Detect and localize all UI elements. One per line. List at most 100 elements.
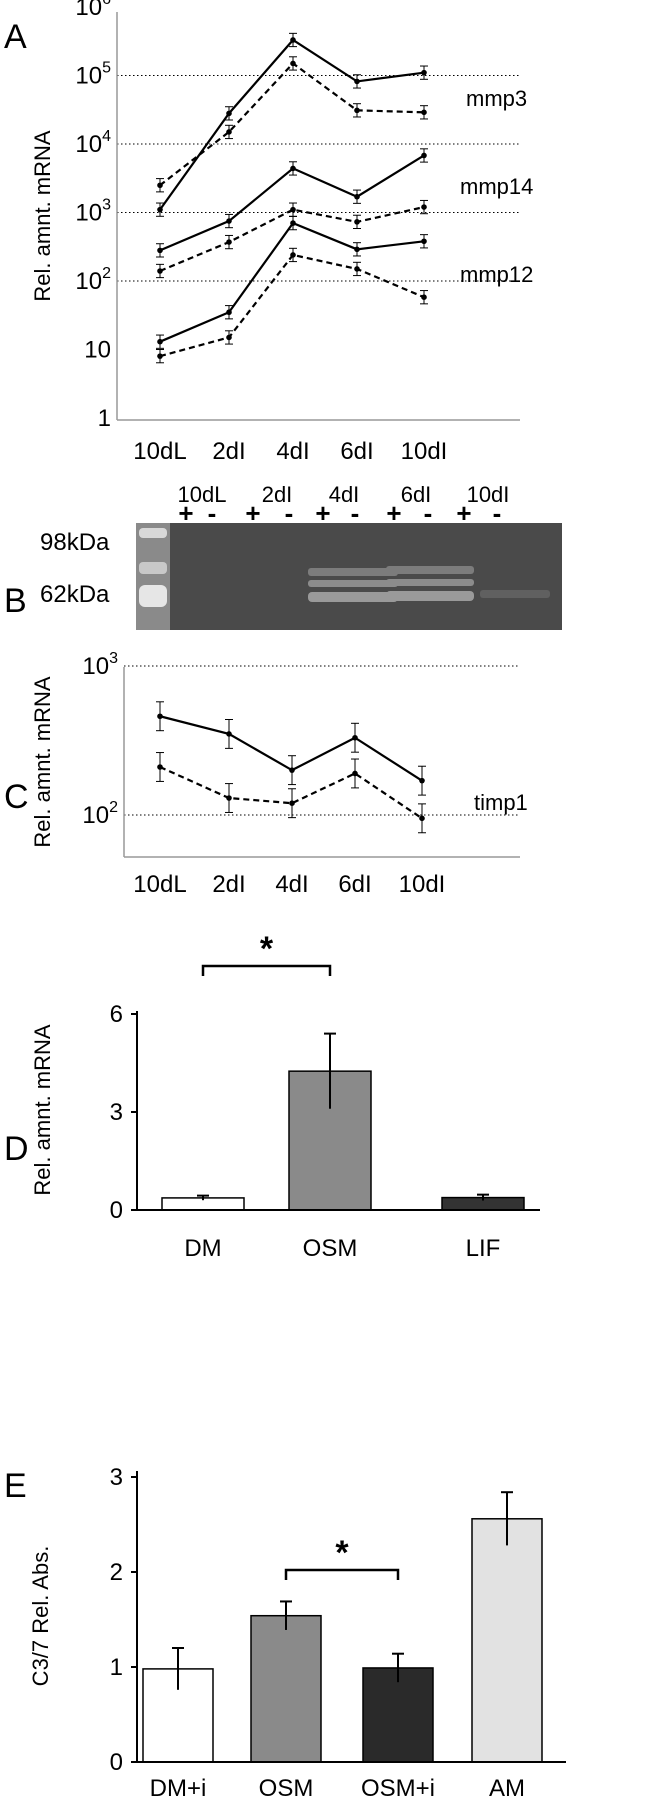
panel-d-chart: 0 3 6 DM OSM LIF * Rel. amnt. mRNA	[30, 930, 540, 1262]
significance-bracket	[284, 1568, 400, 1580]
data-point	[354, 246, 360, 253]
gel-sign: +	[178, 498, 193, 528]
series-line-mmp12-solid	[159, 221, 425, 343]
panel-a-x-ticks: 10dL 2dI 4dI 6dI 10dI	[133, 438, 447, 465]
panel-a-series	[156, 32, 428, 364]
panel-c-grid	[124, 665, 520, 816]
x-tick-label: 6dI	[338, 871, 371, 898]
y-tick-label: 102	[75, 265, 111, 295]
y-tick-label: 3	[110, 1464, 123, 1491]
data-point	[157, 182, 163, 189]
gel-sign: -	[351, 498, 360, 528]
x-tick-label: AM	[489, 1775, 525, 1800]
panel-d-y-label: Rel. amnt. mRNA	[30, 1024, 55, 1195]
panel-e-x-ticks: DM+i OSM OSM+i AM	[150, 1775, 525, 1800]
panel-c-chart: 102 103 10dL 2dI 4dI 6dI 10dI Rel. amnt. mRNA…	[30, 650, 528, 898]
gel-sign-labels: + - + - + - + - + -	[178, 498, 501, 528]
series-line-timp1-dashed	[159, 765, 423, 820]
y-tick-label: 103	[82, 650, 118, 680]
data-point	[290, 60, 296, 67]
significance-star: *	[335, 1534, 349, 1572]
series-label-timp1: timp1	[474, 790, 528, 815]
gel-band-4dI	[308, 580, 398, 587]
gel-ladder-band	[139, 528, 167, 538]
gel-band-4dI	[308, 568, 398, 576]
data-point	[421, 109, 427, 116]
y-tick-label: 1	[98, 405, 111, 432]
series-line-mmp12-dashed	[159, 253, 425, 358]
x-tick-label: OSM	[259, 1775, 314, 1800]
panel-c-y-ticks: 102 103	[82, 650, 118, 829]
panel-e-chart: 0 1 2 3 DM+i OSM OSM+i AM * C3/7 Rel. Abs.	[28, 1464, 566, 1800]
panel-d-bars	[161, 1032, 525, 1211]
significance-bracket	[201, 964, 332, 976]
data-point	[226, 795, 232, 801]
gel-lane-label: 6dI	[401, 482, 432, 507]
data-point	[226, 129, 232, 135]
y-tick-label: 105	[75, 60, 111, 90]
data-point	[419, 777, 425, 784]
gel-marker-98kda: 98kDa	[40, 529, 110, 556]
data-point	[157, 268, 163, 274]
x-tick-label: 4dI	[276, 438, 309, 465]
series-label-mmp3: mmp3	[466, 86, 527, 111]
gel-band-4dI	[308, 592, 398, 602]
panel-a-chart: 1 10 102 103 104 105 106 10dL 2dI 4dI 6dI 10dI Rel…	[30, 0, 533, 465]
panel-a-letter: A	[4, 18, 27, 56]
gel-lane-labels: 10dL 2dI 4dI 6dI 10dI	[178, 482, 510, 507]
x-tick-label: DM+i	[150, 1775, 207, 1800]
x-tick-label: LIF	[466, 1235, 501, 1262]
data-point	[419, 815, 425, 822]
x-tick-label: 10dL	[133, 438, 186, 465]
data-point	[421, 294, 427, 301]
x-tick-label: 2dI	[212, 871, 245, 898]
y-tick-label: 0	[110, 1197, 123, 1224]
significance-star: *	[260, 930, 274, 968]
data-point	[157, 764, 163, 770]
y-tick-label: 0	[110, 1749, 123, 1776]
panel-a-y-ticks: 1 10 102 103 104 105 106	[75, 0, 111, 432]
x-tick-label: OSM+i	[361, 1775, 435, 1800]
gel-sign: -	[208, 498, 217, 528]
panel-e-y-ticks: 0 1 2 3	[110, 1464, 137, 1776]
panel-b-gel: 10dL 2dI 4dI 6dI 10dI + - + - + - + - + - 98kDa 62kDa	[40, 482, 562, 630]
panel-a-y-label: Rel. amnt. mRNA	[30, 130, 55, 301]
panel-d-x-ticks: DM OSM LIF	[184, 1235, 500, 1262]
data-point	[290, 220, 296, 226]
gel-band-6dI	[386, 591, 474, 601]
data-point	[421, 204, 427, 210]
bar-OSM	[250, 1614, 322, 1763]
y-tick-label: 106	[75, 0, 111, 21]
gel-sign: -	[424, 498, 433, 528]
panel-b-letter: B	[4, 582, 27, 620]
y-tick-label: 2	[110, 1559, 123, 1586]
panel-c-series	[156, 701, 426, 834]
x-tick-label: 10dI	[399, 871, 446, 898]
gel-sign: +	[456, 498, 471, 528]
gel-lane-label: 10dI	[467, 482, 510, 507]
gel-lane-label: 4dI	[329, 482, 360, 507]
data-point	[226, 334, 232, 341]
y-tick-label: 3	[110, 1099, 123, 1126]
series-label-mmp12: mmp12	[460, 262, 533, 287]
y-tick-label: 1	[110, 1654, 123, 1681]
panel-e-y-label: C3/7 Rel. Abs.	[28, 1546, 53, 1687]
data-point	[289, 767, 295, 773]
y-tick-label: 103	[75, 197, 111, 227]
data-point	[157, 713, 163, 720]
gel-sign: -	[285, 498, 294, 528]
x-tick-label: 2dI	[212, 438, 245, 465]
series-line-mmp14-dashed	[159, 206, 425, 273]
x-tick-label: 6dI	[340, 438, 373, 465]
data-point	[157, 247, 163, 254]
panel-e-letter: E	[4, 1467, 27, 1505]
data-point	[421, 238, 427, 245]
gel-sign: +	[245, 498, 260, 528]
panel-c-x-ticks: 10dL 2dI 4dI 6dI 10dI	[133, 871, 445, 898]
data-point	[157, 353, 163, 359]
data-point	[354, 266, 360, 272]
gel-sign: +	[386, 498, 401, 528]
y-tick-label: 102	[82, 799, 118, 829]
data-point	[157, 338, 163, 345]
